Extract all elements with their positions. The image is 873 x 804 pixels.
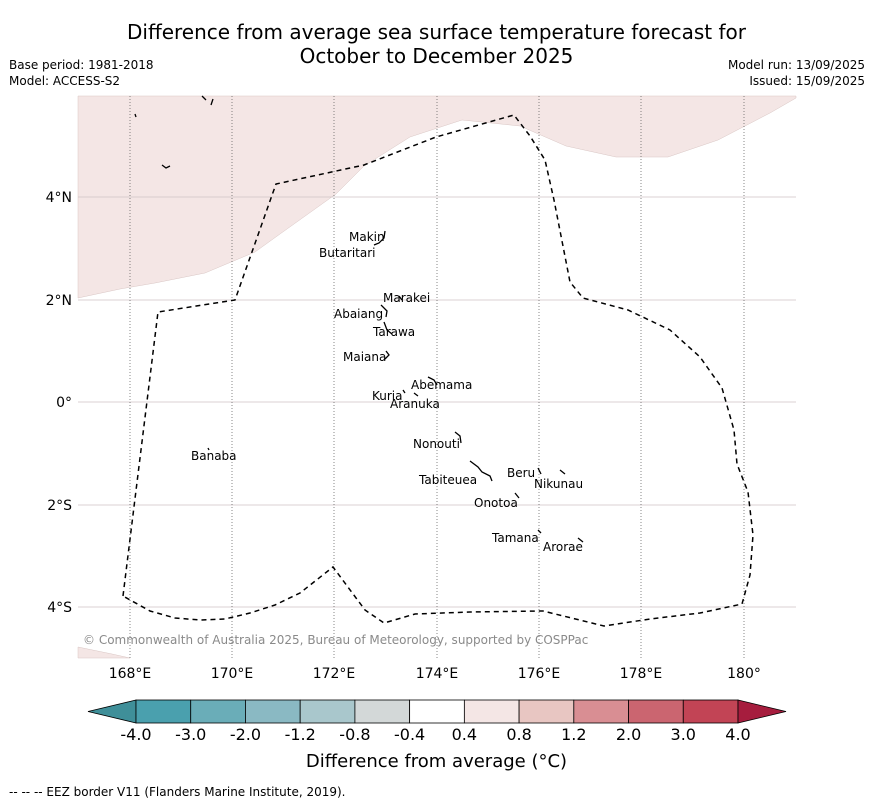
model-name: Model: ACCESS-S2 [9, 74, 121, 88]
lon-label-176e: 176°E [518, 666, 561, 682]
island-label-onotoa: Onotoa [474, 496, 518, 510]
colorbar-tick-label: -0.4 [394, 725, 425, 744]
lon-label-178e: 178°E [620, 666, 663, 682]
colorbar-segment [354, 699, 411, 724]
colorbar-label: Difference from average (°C) [305, 751, 568, 772]
colorbar-segment [463, 699, 520, 724]
lon-axis-labels: 168°E 170°E 172°E 174°E 176°E 178°E 180° [109, 666, 761, 682]
colorbar-extend-high [737, 699, 787, 724]
island-label-abemama: Abemama [411, 378, 472, 392]
colorbar-tick-label: 3.0 [671, 725, 696, 744]
island-label-nikunau: Nikunau [534, 477, 583, 491]
colorbar-tick-label: -0.8 [339, 725, 370, 744]
colorbar-extend-low [87, 699, 137, 724]
colorbar-segment [573, 699, 629, 724]
eez-border [122, 114, 754, 627]
island-shapes [134, 95, 584, 543]
lon-gridlines [129, 96, 745, 658]
issued-date: Issued: 15/09/2025 [749, 74, 865, 88]
lon-label-174e: 174°E [416, 666, 459, 682]
island-label-makin: Makin [349, 230, 385, 244]
eez-footnote: -- -- -- EEZ border V11 (Flanders Marine… [9, 785, 346, 799]
lat-label-0: 0° [56, 395, 72, 411]
lat-label-2n: 2°N [46, 293, 72, 309]
anomaly-region-south [77, 646, 131, 659]
colorbar-segment [628, 699, 684, 724]
colorbar-tick-label: 2.0 [616, 725, 641, 744]
island-label-abaiang: Abaiang [334, 307, 383, 321]
map-title: Difference from average sea surface temp… [0, 20, 873, 68]
island-label-banaba: Banaba [191, 449, 237, 463]
lat-label-4n: 4°N [46, 190, 72, 206]
lat-label-2s: 2°S [47, 498, 72, 514]
colorbar-segment [135, 699, 192, 724]
colorbar-tick-label: -1.2 [285, 725, 316, 744]
island-label-beru: Beru [507, 466, 535, 480]
meta-left: Base period: 1981-2018 Model: ACCESS-S2 [9, 57, 154, 89]
lon-label-170e: 170°E [211, 666, 254, 682]
colorbar-tick-label: -4.0 [120, 725, 151, 744]
title-line-1: Difference from average sea surface temp… [126, 20, 746, 44]
island-label-aranuka: Aranuka [390, 397, 440, 411]
model-run: Model run: 13/09/2025 [727, 58, 865, 72]
colorbar-segment [190, 699, 246, 724]
island-label-arorae: Arorae [543, 540, 583, 554]
colorbar-segment [409, 699, 465, 724]
island-label-tarawa: Tarawa [372, 325, 415, 339]
lat-label-4s: 4°S [47, 600, 72, 616]
colorbar-segment [682, 699, 739, 724]
island-label-butaritari: Butaritari [319, 246, 376, 260]
island-label-maiana: Maiana [343, 350, 386, 364]
island-label-marakei: Marakei [383, 291, 430, 305]
colorbar: -4.0 -3.0 -2.0 -1.2 -0.8 -0.4 0.4 0.8 1.2 2.0 3.0 4… [87, 699, 787, 744]
colorbar-tick-label: -2.0 [230, 725, 261, 744]
meta-right: Model run: 13/09/2025 Issued: 15/09/2025 [728, 57, 865, 89]
lon-label-180: 180° [727, 666, 761, 682]
colorbar-tick-label: 4.0 [725, 725, 750, 744]
lon-label-172e: 172°E [313, 666, 356, 682]
island-label-tabiteuea: Tabiteuea [418, 473, 477, 487]
island-label-nonouti: Nonouti [413, 437, 460, 451]
lon-label-168e: 168°E [109, 666, 152, 682]
anomaly-region-north [77, 95, 797, 299]
colorbar-tick-label: 0.8 [506, 725, 531, 744]
lat-axis-labels: 4°N 2°N 0° 2°S 4°S [46, 190, 73, 616]
island-labels: Makin Butaritari Marakei Abaiang Tarawa … [191, 230, 583, 554]
colorbar-segment [299, 699, 356, 724]
colorbar-tick-label: 0.4 [452, 725, 477, 744]
colorbar-segment [245, 699, 301, 724]
colorbar-tick-label: -3.0 [175, 725, 206, 744]
colorbar-segment [518, 699, 575, 724]
title-line-2: October to December 2025 [299, 44, 574, 68]
island-label-tamana: Tamana [491, 531, 539, 545]
base-period: Base period: 1981-2018 [9, 58, 154, 72]
colorbar-tick-label: 1.2 [561, 725, 586, 744]
copyright-notice: © Commonwealth of Australia 2025, Bureau… [83, 633, 588, 647]
island-label-kuria: Kuria [372, 389, 403, 403]
